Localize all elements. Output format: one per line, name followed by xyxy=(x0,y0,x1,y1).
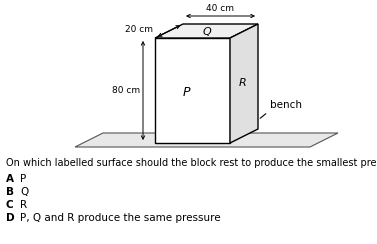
Text: P: P xyxy=(20,174,26,184)
Polygon shape xyxy=(155,24,258,38)
Text: A: A xyxy=(6,174,14,184)
Text: Q: Q xyxy=(202,27,211,37)
Text: 40 cm: 40 cm xyxy=(207,4,234,13)
Polygon shape xyxy=(155,38,230,143)
Text: P: P xyxy=(183,86,190,99)
Polygon shape xyxy=(75,133,338,147)
Text: On which labelled surface should the block rest to produce the smallest pressure: On which labelled surface should the blo… xyxy=(6,158,377,168)
Text: C: C xyxy=(6,200,14,210)
Text: D: D xyxy=(6,213,15,223)
Text: B: B xyxy=(6,187,14,197)
Text: Q: Q xyxy=(20,187,28,197)
Text: P, Q and R produce the same pressure: P, Q and R produce the same pressure xyxy=(20,213,221,223)
Text: 20 cm: 20 cm xyxy=(125,26,153,34)
Text: bench: bench xyxy=(270,100,302,110)
Polygon shape xyxy=(230,24,258,143)
Text: R: R xyxy=(20,200,27,210)
Text: 80 cm: 80 cm xyxy=(112,86,140,95)
Text: R: R xyxy=(239,79,247,89)
